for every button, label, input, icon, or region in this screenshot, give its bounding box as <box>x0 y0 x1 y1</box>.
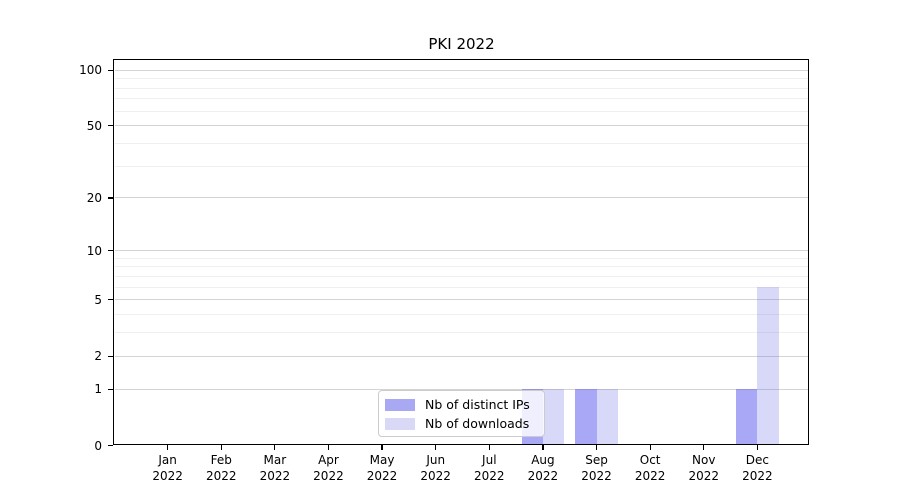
x-tick-label: Jul 2022 <box>457 452 521 484</box>
y-tick-mark <box>108 355 113 357</box>
gridline-major <box>115 250 808 252</box>
bar-downloads <box>596 389 618 445</box>
x-tick-label: Feb 2022 <box>189 452 253 484</box>
x-tick-mark <box>274 445 276 450</box>
x-tick-month: Dec <box>745 453 769 467</box>
gridline-minor <box>115 110 808 112</box>
x-tick-year: 2022 <box>474 469 505 483</box>
y-tick-mark <box>108 299 113 301</box>
x-tick-month: Aug <box>531 453 555 467</box>
gridline-minor <box>115 266 808 268</box>
x-tick-mark <box>327 445 330 450</box>
x-tick-mark <box>167 445 169 450</box>
gridline-major <box>115 69 808 71</box>
x-tick-year: 2022 <box>259 469 291 483</box>
x-tick-label: Mar 2022 <box>243 452 307 484</box>
x-tick-year: 2022 <box>205 469 237 483</box>
x-tick-label: Dec 2022 <box>725 452 789 484</box>
y-tick-label: 5 <box>94 292 102 307</box>
x-tick-year: 2022 <box>420 469 451 483</box>
x-tick-month: May <box>369 453 395 467</box>
gridline-minor <box>115 286 808 288</box>
y-tick-label: 20 <box>86 190 102 205</box>
legend-label-downloads: Nb of downloads <box>425 416 530 431</box>
x-tick-month: Jun <box>426 453 446 467</box>
x-tick-month: Oct <box>639 453 661 467</box>
legend: Nb of distinct IPs Nb of downloads <box>378 390 545 437</box>
x-tick-month: Apr <box>318 453 339 467</box>
gridline-minor <box>115 332 808 334</box>
x-tick-mark <box>435 445 437 450</box>
x-tick-mark <box>542 445 544 450</box>
x-tick-label: Aug 2022 <box>511 452 575 484</box>
gridline-minor <box>115 314 808 316</box>
gridline-major <box>115 355 808 357</box>
y-tick-mark <box>108 249 113 252</box>
x-tick-month: Nov <box>692 453 716 467</box>
x-tick-label: May 2022 <box>350 452 414 484</box>
x-tick-month: Jul <box>482 453 497 467</box>
gridline-major <box>115 299 808 301</box>
y-tick-mark <box>108 197 113 199</box>
bar-downloads <box>757 287 779 445</box>
y-tick-label: 100 <box>79 63 102 78</box>
bar-downloads <box>542 389 565 445</box>
y-tick-label: 1 <box>94 382 102 397</box>
x-tick-year: 2022 <box>688 469 720 483</box>
gridline-minor <box>115 78 808 80</box>
gridline-minor <box>115 275 808 277</box>
x-tick-month: Sep <box>585 453 608 467</box>
x-tick-mark <box>703 445 705 450</box>
y-tick-label: 2 <box>94 349 102 364</box>
legend-swatch-distinct-ips <box>385 398 415 411</box>
y-tick-mark <box>108 388 113 390</box>
y-tick-label: 0 <box>94 438 102 453</box>
x-tick-year: 2022 <box>152 469 183 483</box>
gridline-major <box>115 125 808 127</box>
y-tick-mark <box>108 125 113 127</box>
legend-item-downloads: Nb of downloads <box>385 415 536 432</box>
x-tick-year: 2022 <box>634 469 666 483</box>
x-tick-label: Apr 2022 <box>296 452 360 484</box>
x-tick-year: 2022 <box>366 469 398 483</box>
y-tick-mark <box>108 69 113 71</box>
gridline-minor <box>115 98 808 100</box>
y-tick-mark <box>108 444 113 447</box>
x-tick-mark <box>220 445 222 450</box>
x-tick-label: Nov 2022 <box>672 452 736 484</box>
bar-distinct-ips <box>575 389 597 445</box>
y-tick-label: 10 <box>86 243 102 258</box>
legend-swatch-downloads <box>385 417 415 430</box>
x-tick-year: 2022 <box>527 469 559 483</box>
x-tick-year: 2022 <box>313 469 344 483</box>
x-tick-month: Jan <box>158 453 177 467</box>
gridline-minor <box>115 87 808 89</box>
legend-item-distinct-ips: Nb of distinct IPs <box>385 396 536 413</box>
gridline-major <box>115 197 808 199</box>
gridline-minor <box>115 143 808 145</box>
legend-label-distinct-ips: Nb of distinct IPs <box>425 397 530 412</box>
x-tick-label: Jan 2022 <box>136 452 200 484</box>
gridline-minor <box>115 257 808 259</box>
x-tick-mark <box>756 445 758 450</box>
bar-distinct-ips <box>735 389 758 445</box>
x-tick-label: Oct 2022 <box>618 452 682 484</box>
gridline-minor <box>115 165 808 167</box>
x-tick-year: 2022 <box>581 469 612 483</box>
x-tick-mark <box>488 445 490 450</box>
x-tick-year: 2022 <box>742 469 773 483</box>
x-tick-mark <box>595 445 598 450</box>
y-tick-label: 50 <box>86 118 102 133</box>
chart-title: PKI 2022 <box>428 35 495 53</box>
plot-area <box>113 59 809 445</box>
gridline-major <box>115 388 808 390</box>
x-tick-month: Mar <box>263 453 287 467</box>
x-tick-mark <box>381 445 383 450</box>
x-tick-label: Sep 2022 <box>565 452 629 484</box>
x-tick-month: Feb <box>210 453 232 467</box>
x-tick-label: Jun 2022 <box>404 452 468 484</box>
x-tick-mark <box>649 445 651 450</box>
